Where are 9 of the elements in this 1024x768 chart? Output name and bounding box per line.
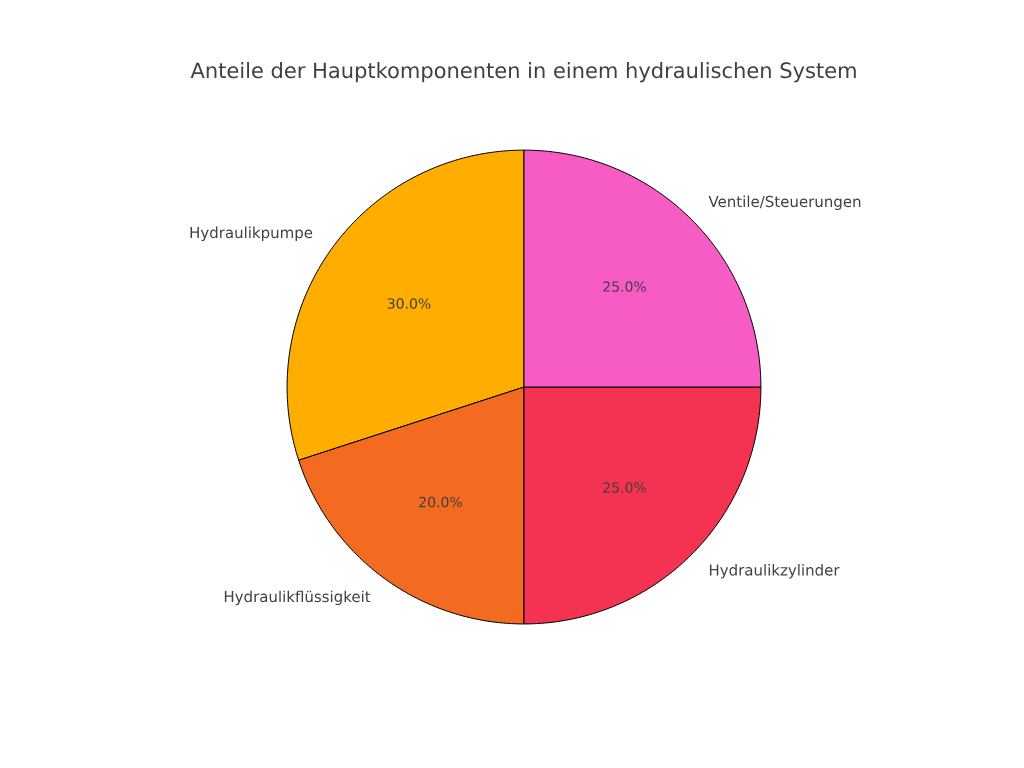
data-label: 20.0% [419,496,462,508]
slice-label: Hydraulikzylinder [709,564,840,579]
slice-label: Ventile/Steuerungen [708,195,861,210]
chart-title: Anteile der Hauptkomponenten in einem hydraulischen System [190,61,856,83]
data-label: 25.0% [603,482,646,493]
data-label: 25.0% [603,281,646,292]
slice-label: Hydraulikflüssigkeit [224,590,371,606]
slice-label: Hydraulikpumpe [190,226,313,242]
data-label: 30.0% [387,298,431,309]
